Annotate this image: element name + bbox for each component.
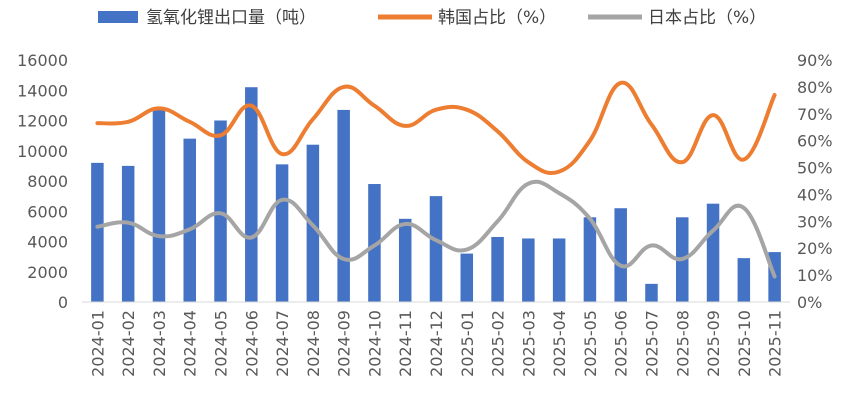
bar-2025-01 bbox=[461, 254, 474, 302]
x-tick-label: 2024-04 bbox=[181, 310, 200, 377]
x-tick-label: 2025-02 bbox=[489, 310, 508, 377]
y-left-tick-label: 16000 bbox=[17, 51, 68, 70]
y-right-tick-label: 30% bbox=[797, 212, 833, 231]
bar-2024-05 bbox=[214, 121, 227, 303]
x-tick-label: 2025-10 bbox=[735, 310, 754, 377]
x-tick-label: 2024-09 bbox=[335, 310, 354, 377]
x-tick-label: 2024-10 bbox=[365, 310, 384, 377]
y-left-tick-label: 8000 bbox=[27, 172, 68, 191]
legend-label: 氢氧化锂出口量（吨） bbox=[146, 8, 316, 28]
y-right-tick-label: 10% bbox=[797, 266, 833, 285]
bar-2025-10 bbox=[738, 258, 751, 302]
legend-swatch bbox=[98, 11, 138, 23]
x-tick-label: 2024-01 bbox=[88, 310, 107, 377]
y-right-tick-label: 90% bbox=[797, 51, 833, 70]
x-axis: 2024-01 2024-02 2024-03 2024-04 2024-05 2024-… bbox=[88, 310, 784, 377]
bar-2025-09 bbox=[707, 204, 720, 302]
y-right-tick-label: 50% bbox=[797, 159, 833, 178]
bar-2024-04 bbox=[183, 139, 196, 302]
y-left-axis: 0 2000 4000 6000 8000 10000 12000 14000 16000 bbox=[17, 51, 68, 312]
y-right-tick-label: 20% bbox=[797, 239, 833, 258]
y-right-tick-label: 60% bbox=[797, 132, 833, 151]
y-left-tick-label: 6000 bbox=[27, 202, 68, 221]
y-right-tick-label: 0% bbox=[797, 293, 822, 312]
x-tick-label: 2024-12 bbox=[427, 310, 446, 377]
line-series-1 bbox=[97, 83, 774, 173]
x-tick-label: 2024-03 bbox=[150, 310, 169, 377]
bar-2025-06 bbox=[614, 208, 627, 302]
y-left-tick-label: 2000 bbox=[27, 263, 68, 282]
x-tick-label: 2025-09 bbox=[704, 310, 723, 377]
x-tick-label: 2025-03 bbox=[519, 310, 538, 377]
legend-label: 韩国占比（%） bbox=[438, 8, 556, 28]
y-left-tick-label: 4000 bbox=[27, 233, 68, 252]
bar-2025-07 bbox=[645, 284, 658, 302]
bar-2024-02 bbox=[122, 166, 135, 302]
bar-2024-03 bbox=[153, 110, 166, 302]
legend-label: 日本占比（%） bbox=[648, 8, 766, 28]
bar-2024-12 bbox=[430, 196, 443, 302]
x-tick-label: 2024-05 bbox=[212, 310, 231, 377]
bar-2025-05 bbox=[584, 217, 597, 302]
y-right-axis: 0% 10% 20% 30% 40% 50% 60% 70% 80% 90% bbox=[797, 51, 833, 312]
x-tick-label: 2024-02 bbox=[119, 310, 138, 377]
y-right-tick-label: 40% bbox=[797, 185, 833, 204]
bar-2025-04 bbox=[553, 238, 566, 302]
y-left-tick-label: 10000 bbox=[17, 142, 68, 161]
y-left-tick-label: 14000 bbox=[17, 81, 68, 100]
x-tick-label: 2025-08 bbox=[673, 310, 692, 377]
x-tick-label: 2025-01 bbox=[458, 310, 477, 377]
x-tick-label: 2024-07 bbox=[273, 310, 292, 377]
bar-2024-01 bbox=[91, 163, 104, 302]
bar-2024-06 bbox=[245, 87, 258, 302]
y-left-tick-label: 12000 bbox=[17, 112, 68, 131]
x-tick-label: 2025-06 bbox=[612, 310, 631, 377]
bar-2025-02 bbox=[491, 237, 504, 302]
x-tick-label: 2025-04 bbox=[550, 310, 569, 377]
x-tick-label: 2024-11 bbox=[396, 310, 415, 377]
x-tick-label: 2024-06 bbox=[242, 310, 261, 377]
bar-2024-07 bbox=[276, 164, 289, 302]
bar-2025-03 bbox=[522, 238, 535, 302]
bar-2024-09 bbox=[337, 110, 350, 302]
x-tick-label: 2025-07 bbox=[642, 310, 661, 377]
y-left-tick-label: 0 bbox=[58, 293, 68, 312]
y-right-tick-label: 70% bbox=[797, 105, 833, 124]
bar-2024-11 bbox=[399, 219, 412, 302]
x-tick-label: 2025-11 bbox=[766, 310, 785, 377]
legend: 氢氧化锂出口量（吨） 韩国占比（%） 日本占比（%） bbox=[98, 8, 766, 28]
bar-series bbox=[91, 87, 781, 302]
x-tick-label: 2025-05 bbox=[581, 310, 600, 377]
y-right-tick-label: 80% bbox=[797, 78, 833, 97]
x-tick-label: 2024-08 bbox=[304, 310, 323, 377]
